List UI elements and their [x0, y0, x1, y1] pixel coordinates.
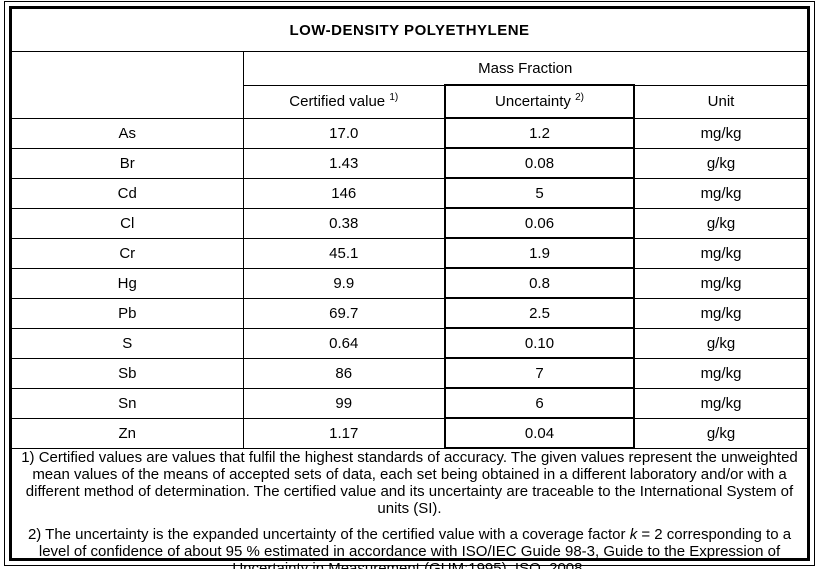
table-row-br: Br 1.43 0.08 g/kg — [12, 147, 807, 179]
certified-value-cell: 69.7 — [242, 297, 446, 329]
certified-value-cell: 9.9 — [242, 267, 446, 299]
unit-cell: mg/kg — [633, 117, 807, 149]
table-row-sn: Sn 99 6 mg/kg — [12, 387, 807, 419]
table-row-zn: Zn 1.17 0.04 g/kg — [12, 417, 807, 449]
uncertainty-cell: 0.04 — [444, 417, 635, 449]
certified-value-cell: 1.43 — [242, 147, 446, 179]
certified-value-cell: 146 — [242, 177, 446, 209]
element-cell: Pb — [12, 297, 244, 329]
outer-border: LOW-DENSITY POLYETHYLENE Mass Fraction C… — [4, 1, 815, 569]
footnote-ref-1: 1) — [389, 92, 399, 103]
uncertainty-cell: 1.9 — [444, 237, 635, 269]
uncertainty-cell: 0.08 — [444, 147, 635, 179]
certificate-table: LOW-DENSITY POLYETHYLENE Mass Fraction C… — [12, 9, 807, 569]
footnote-2-k-symbol: k — [629, 526, 638, 543]
uncertainty-cell: 7 — [444, 357, 635, 389]
element-cell: Hg — [12, 267, 244, 299]
uncertainty-cell: 5 — [444, 177, 635, 209]
certified-value-cell: 17.0 — [242, 117, 446, 149]
footnotes-row: 1) Certified values are values that fulf… — [12, 447, 807, 569]
unit-header: Unit — [633, 84, 807, 119]
column-header-row: Certified value 1) Uncertainty 2) Unit — [12, 84, 807, 119]
certified-value-cell: 0.38 — [242, 207, 446, 239]
certified-value-header: Certified value 1) — [243, 84, 446, 119]
unit-cell: g/kg — [633, 327, 807, 359]
element-cell: Cd — [12, 177, 244, 209]
table-row-pb: Pb 69.7 2.5 mg/kg — [12, 297, 807, 329]
group-header-row: Mass Fraction — [12, 51, 807, 119]
table-row-s: S 0.64 0.10 g/kg — [12, 327, 807, 359]
element-cell: S — [12, 327, 244, 359]
element-cell: Sn — [12, 387, 244, 419]
footnote-2-text-pre: 2) The uncertainty is the expanded uncer… — [27, 526, 630, 543]
page-title: LOW-DENSITY POLYETHYLENE — [12, 9, 807, 52]
certified-value-cell: 86 — [242, 357, 446, 389]
uncertainty-cell: 6 — [444, 387, 635, 419]
certified-value-cell: 45.1 — [242, 237, 446, 269]
title-row: LOW-DENSITY POLYETHYLENE — [12, 9, 807, 52]
table-row-sb: Sb 86 7 mg/kg — [12, 357, 807, 389]
element-column-header — [12, 51, 244, 119]
uncertainty-cell: 0.10 — [444, 327, 635, 359]
unit-cell: mg/kg — [633, 237, 807, 269]
footnotes-section: 1) Certified values are values that fulf… — [12, 447, 807, 569]
footnote-2-text-post: = 2 corresponding to a level of confiden… — [38, 526, 792, 569]
table-row-cr: Cr 45.1 1.9 mg/kg — [12, 237, 807, 269]
element-cell: Cl — [12, 207, 244, 239]
uncertainty-header: Uncertainty 2) — [444, 84, 635, 119]
unit-cell: mg/kg — [633, 267, 807, 299]
unit-cell: mg/kg — [633, 177, 807, 209]
table-row-cl: Cl 0.38 0.06 g/kg — [12, 207, 807, 239]
uncertainty-cell: 2.5 — [444, 297, 635, 329]
unit-cell: g/kg — [633, 147, 807, 179]
uncertainty-cell: 0.8 — [444, 267, 635, 299]
unit-cell: mg/kg — [633, 297, 807, 329]
certified-value-label: Certified value — [289, 93, 386, 110]
element-cell: Cr — [12, 237, 244, 269]
certified-value-cell: 1.17 — [242, 417, 446, 449]
element-cell: As — [12, 117, 244, 149]
uncertainty-cell: 0.06 — [444, 207, 635, 239]
unit-cell: mg/kg — [633, 387, 807, 419]
unit-cell: g/kg — [633, 417, 807, 449]
table-row-as: As 17.0 1.2 mg/kg — [12, 117, 807, 149]
element-cell: Br — [12, 147, 244, 179]
unit-cell: g/kg — [633, 207, 807, 239]
footnote-1: 1) Certified values are values that fulf… — [21, 449, 798, 517]
element-cell: Sb — [12, 357, 244, 389]
footnote-2: 2) The uncertainty is the expanded uncer… — [12, 526, 807, 569]
unit-cell: mg/kg — [633, 357, 807, 389]
mass-fraction-header: Mass Fraction — [242, 51, 807, 86]
uncertainty-label: Uncertainty — [495, 93, 571, 110]
certified-value-cell: 0.64 — [242, 327, 446, 359]
table-row-hg: Hg 9.9 0.8 mg/kg — [12, 267, 807, 299]
uncertainty-cell: 1.2 — [444, 117, 635, 149]
element-cell: Zn — [12, 417, 244, 449]
certificate-table-frame: LOW-DENSITY POLYETHYLENE Mass Fraction C… — [9, 6, 810, 569]
footnote-ref-2: 2) — [575, 92, 584, 103]
table-row-cd: Cd 146 5 mg/kg — [12, 177, 807, 209]
certified-value-cell: 99 — [242, 387, 446, 419]
